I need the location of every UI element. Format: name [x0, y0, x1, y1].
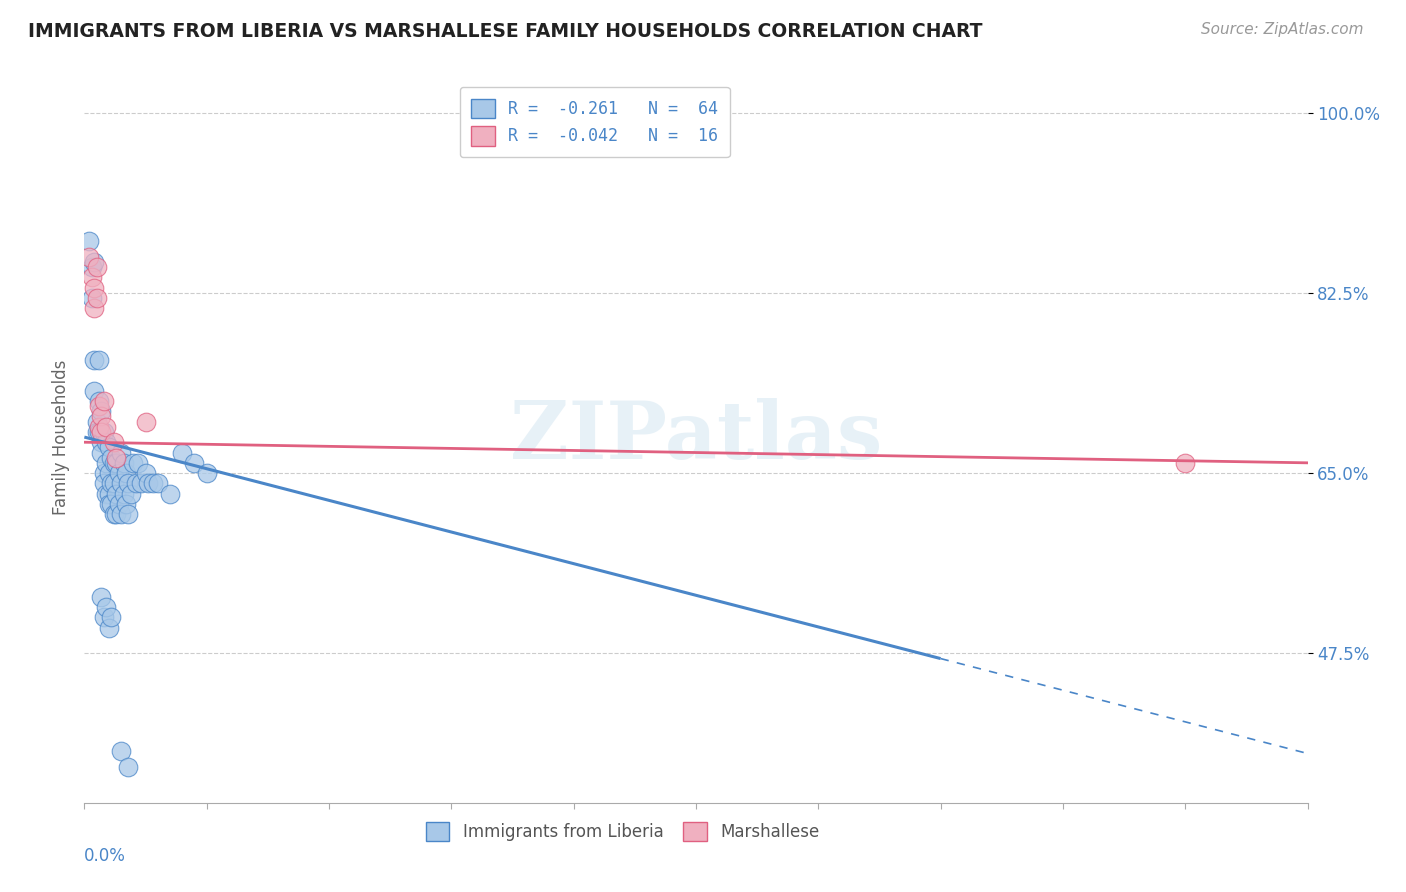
- Point: [122, 456, 145, 470]
- Point: [83, 301, 105, 316]
- Point: [112, 487, 135, 501]
- Point: [110, 508, 132, 522]
- Point: [103, 476, 125, 491]
- Point: [100, 610, 122, 624]
- Legend: Immigrants from Liberia, Marshallese: Immigrants from Liberia, Marshallese: [418, 814, 828, 849]
- Point: [93, 394, 115, 409]
- Point: [87, 352, 110, 367]
- Point: [100, 497, 122, 511]
- Point: [159, 487, 181, 501]
- Point: [83, 281, 105, 295]
- Point: [93, 425, 115, 439]
- Point: [146, 476, 169, 491]
- Point: [83, 352, 105, 367]
- Point: [100, 476, 122, 491]
- Point: [96, 435, 118, 450]
- Point: [93, 466, 115, 480]
- Point: [115, 497, 138, 511]
- Point: [117, 508, 139, 522]
- Point: [87, 394, 110, 409]
- Point: [110, 744, 132, 758]
- Point: [96, 600, 118, 615]
- Point: [86, 291, 108, 305]
- Point: [183, 456, 205, 470]
- Point: [80, 270, 103, 285]
- Point: [100, 450, 122, 465]
- Point: [83, 255, 105, 269]
- Point: [86, 425, 108, 439]
- Point: [87, 419, 110, 434]
- Point: [83, 384, 105, 398]
- Point: [93, 610, 115, 624]
- Point: [115, 466, 138, 480]
- Y-axis label: Family Households: Family Households: [52, 359, 70, 515]
- Point: [135, 415, 157, 429]
- Point: [87, 399, 110, 413]
- Point: [86, 415, 108, 429]
- Point: [97, 621, 120, 635]
- Point: [77, 235, 100, 249]
- Point: [103, 508, 125, 522]
- Text: ZIPatlas: ZIPatlas: [510, 398, 882, 476]
- Point: [80, 260, 103, 274]
- Point: [127, 456, 149, 470]
- Text: 0.0%: 0.0%: [84, 847, 127, 864]
- Point: [103, 456, 125, 470]
- Point: [135, 466, 157, 480]
- Point: [125, 476, 148, 491]
- Point: [90, 425, 112, 439]
- Text: IMMIGRANTS FROM LIBERIA VS MARSHALLESE FAMILY HOUSEHOLDS CORRELATION CHART: IMMIGRANTS FROM LIBERIA VS MARSHALLESE F…: [28, 22, 983, 41]
- Point: [90, 409, 112, 424]
- Point: [117, 476, 139, 491]
- Point: [107, 466, 129, 480]
- Point: [90, 404, 112, 418]
- Point: [105, 450, 128, 465]
- Point: [87, 425, 110, 439]
- Point: [86, 260, 108, 274]
- Point: [90, 590, 112, 604]
- Point: [77, 250, 100, 264]
- Point: [112, 456, 135, 470]
- Point: [107, 497, 129, 511]
- Point: [172, 445, 194, 459]
- Point: [97, 497, 120, 511]
- Point: [103, 435, 125, 450]
- Point: [1174, 456, 1197, 470]
- Point: [97, 487, 120, 501]
- Point: [142, 476, 165, 491]
- Point: [117, 760, 139, 774]
- Point: [110, 445, 132, 459]
- Point: [110, 476, 132, 491]
- Point: [96, 487, 118, 501]
- Point: [97, 441, 120, 455]
- Point: [97, 466, 120, 480]
- Point: [96, 419, 118, 434]
- Point: [105, 456, 128, 470]
- Point: [129, 476, 152, 491]
- Text: Source: ZipAtlas.com: Source: ZipAtlas.com: [1201, 22, 1364, 37]
- Point: [136, 476, 159, 491]
- Point: [90, 435, 112, 450]
- Point: [195, 466, 218, 480]
- Point: [90, 445, 112, 459]
- Point: [96, 456, 118, 470]
- Point: [105, 508, 128, 522]
- Point: [120, 487, 142, 501]
- Point: [93, 476, 115, 491]
- Point: [80, 291, 103, 305]
- Point: [105, 487, 128, 501]
